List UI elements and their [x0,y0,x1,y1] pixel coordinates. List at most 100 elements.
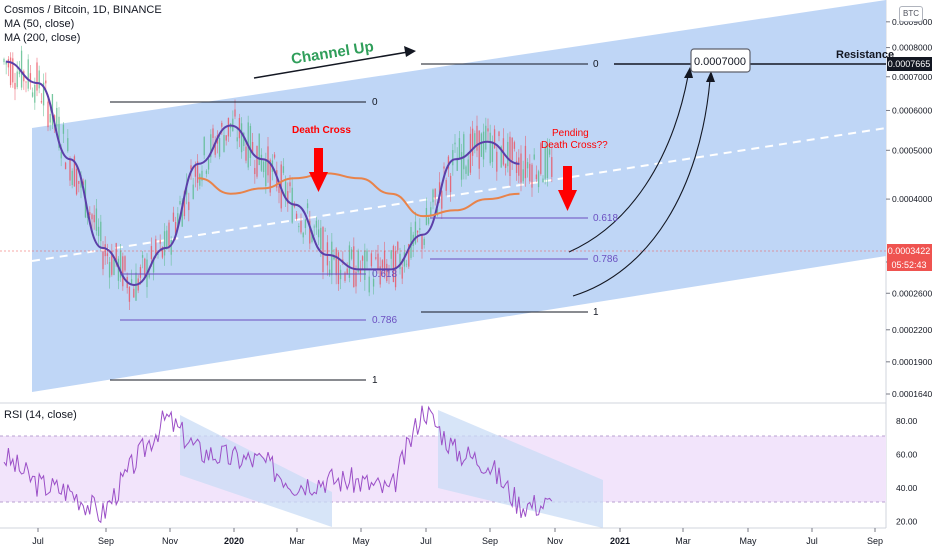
candle-body [9,57,12,86]
candle-body [353,246,355,287]
candle-body [199,174,201,186]
candle-body [542,178,544,183]
candle-body [179,201,181,205]
candle-body [322,227,324,273]
candle-body [487,128,489,132]
candle-body [128,286,131,302]
rsi-series [3,405,553,524]
candle-body [119,250,122,278]
candle-body [421,234,423,249]
candle-body [69,159,71,181]
fib-right-label-0: 0 [593,59,599,70]
candle-body [397,241,399,251]
candle-body [348,245,351,278]
candle-body [260,154,263,171]
candle-body [447,156,450,169]
candle-body [93,214,95,223]
candle-body [124,256,126,271]
candle-body [533,154,535,160]
candle-body [207,159,210,170]
candle-body [522,169,524,182]
candle-body [434,188,436,199]
candle-body [5,61,7,65]
fib-left [110,101,366,381]
candle-body [82,181,84,185]
candle-body [317,229,320,238]
resistance-price-tag [887,57,932,71]
candle-body [243,132,245,147]
candle-body [62,124,65,134]
candle-body [504,163,507,168]
candle-body [188,201,190,211]
candle-body [372,278,375,287]
candle-body [205,170,208,174]
candle-body [157,253,159,255]
candle-body [42,82,45,106]
time-tick-label: Nov [547,536,564,546]
candle-body [298,226,300,228]
fib-right-label-786: 0.786 [593,254,618,265]
candle-body [432,189,434,203]
time-tick-label: May [352,536,370,546]
time-tick-label: May [739,536,757,546]
candle-body [419,228,421,230]
candle-body [529,163,531,182]
candle-body [249,126,252,158]
time-tick-label: Sep [482,536,498,546]
ma50-line [5,60,520,287]
time-tick-label: Sep [98,536,114,546]
legend-ma50[interactable]: MA (50, close) [4,18,75,30]
rsi-tick-label: 20.00 [896,516,918,526]
candle-body [265,160,267,186]
candle-body [430,207,432,216]
candle-body [159,240,161,244]
time-tick-label: Sep [867,536,883,546]
price-axis[interactable]: 0.00090000.00080000.00070000.00060000.00… [886,17,932,399]
candle-body [302,232,304,238]
time-tick-label: Jul [32,536,44,546]
time-tick-label: Jul [420,536,432,546]
candle-body [513,142,516,149]
currency-badge[interactable]: BTC [899,6,923,22]
candle-body [273,154,276,158]
legend-ma200[interactable]: MA (200, close) [4,32,81,44]
candle-body [507,141,509,167]
candle-body [152,258,155,273]
candle-body [493,129,496,149]
rsi-tick-label: 40.00 [896,483,918,493]
candle-body [218,138,221,157]
time-axis[interactable]: Jul Sep Nov 2020 Mar May Jul Sep Nov 2021 Mar May Ju… [32,528,883,546]
candle-body [56,107,58,127]
candle-body [194,164,197,177]
target-box[interactable] [690,48,751,73]
price-tick-label: 0.0004000 [892,194,932,204]
death-cross-label: Death Cross [292,125,351,136]
legend-rsi[interactable]: RSI (14, close) [4,409,77,421]
candle-body [181,203,183,227]
candle-body [117,258,120,281]
candle-body [500,146,502,168]
candle-body [254,167,256,175]
candle-body [106,253,109,257]
candle-body [12,58,14,83]
candle-body [405,263,408,265]
candle-body [445,179,447,191]
price-tick-label: 0.0005000 [892,145,932,155]
current-price-text: 0.0003422 [888,246,931,256]
candle-body [170,239,172,255]
candle-body [293,205,296,207]
candle-body [359,268,362,274]
candle-body [414,221,417,244]
legend-symbol[interactable]: Cosmos / Bitcoin, 1D, BINANCE [4,4,162,16]
candle-body [476,125,478,151]
candle-body [29,73,32,83]
candle-body [16,71,18,88]
candle-body [251,142,254,153]
candle-body [102,251,104,270]
candle-body [408,244,410,267]
candle-body [511,137,513,161]
candle-body [324,230,326,232]
candle-body [485,125,487,150]
rsi-axis[interactable]: 80.00 60.00 40.00 20.00 [896,416,918,527]
